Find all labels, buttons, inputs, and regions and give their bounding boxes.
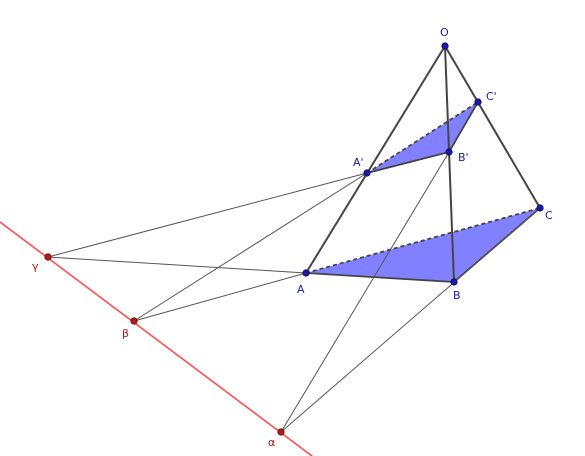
point-a-prime [363, 169, 371, 177]
point-b-prime [445, 148, 453, 156]
label-a: A [297, 283, 305, 296]
label-a-prime: A' [353, 156, 364, 169]
label-beta: β [122, 327, 129, 340]
point-c-prime [474, 98, 482, 106]
label-gamma: γ [32, 260, 39, 273]
triangle-abc-fill [306, 208, 540, 282]
ray-o-c [444, 45, 541, 209]
point-a [302, 269, 310, 277]
point-b [450, 278, 458, 286]
label-alpha: α [268, 436, 275, 449]
point-c [536, 204, 544, 212]
ray-o-b [444, 45, 455, 283]
edge-b1-c1 [448, 101, 479, 153]
edge-a1-b1 [366, 151, 450, 174]
point-alpha [277, 428, 285, 436]
point-beta [130, 317, 138, 325]
line-beta-a1 [133, 172, 368, 322]
line-alpha-b1 [280, 151, 450, 433]
label-b: B [453, 289, 461, 302]
label-c: C [545, 209, 553, 222]
label-c-prime: C' [486, 90, 497, 103]
label-b-prime: B' [458, 151, 469, 164]
edge-a-b [305, 272, 455, 283]
desargues-axis-line [0, 221, 313, 456]
edge-a1-c1-dashed [366, 101, 479, 174]
ray-o-a [305, 45, 446, 274]
label-o: O [440, 26, 449, 39]
line-gamma-a1 [47, 172, 368, 258]
point-o [441, 42, 449, 50]
line-alpha-c [280, 207, 541, 433]
point-gamma [44, 253, 52, 261]
edge-a-c-dashed [305, 207, 541, 274]
line-beta-a [133, 272, 307, 322]
line-gamma-a [47, 256, 307, 274]
